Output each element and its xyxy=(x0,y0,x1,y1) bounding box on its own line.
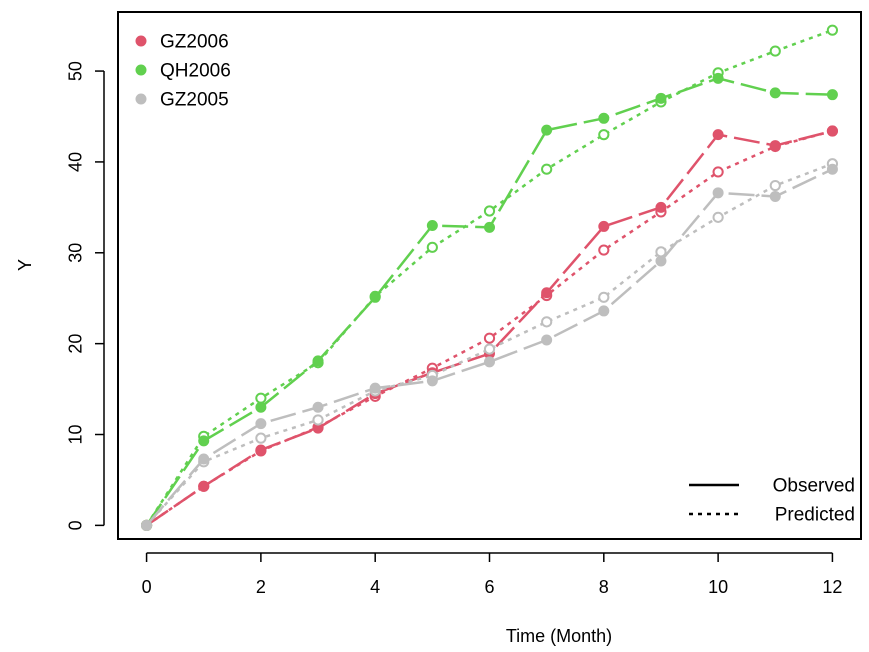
predicted-point-GZ2006 xyxy=(598,244,610,256)
observed-point-GZ2005 xyxy=(826,163,838,175)
observed-point-QH2006 xyxy=(484,221,495,233)
x-tick-label: 8 xyxy=(599,577,609,597)
legend-marker-GZ2006 xyxy=(135,35,147,47)
legend-marker-QH2006 xyxy=(135,64,147,76)
legend-label-GZ2006: GZ2006 xyxy=(160,32,229,53)
observed-point-GZ2005 xyxy=(426,375,438,387)
observed-point-GZ2005 xyxy=(655,255,667,267)
axes: 0 2 4 6 8 10 12 0 10 20 30 40 50 xyxy=(65,61,842,597)
linetype-label-dotted: Predicted xyxy=(775,505,855,526)
observed-point-GZ2006 xyxy=(712,129,724,141)
predicted-point-GZ2006 xyxy=(483,332,496,344)
predicted-point-GZ2005 xyxy=(483,343,496,355)
y-tick-label: 0 xyxy=(65,520,85,530)
predicted-point-QH2006 xyxy=(255,392,267,404)
predicted-point-GZ2005 xyxy=(769,179,781,192)
observed-point-GZ2005 xyxy=(198,453,210,465)
y-tick-label: 30 xyxy=(65,243,85,263)
observed-point-GZ2006 xyxy=(769,140,781,152)
x-tick-label: 10 xyxy=(708,577,728,597)
linetype-legend: Observed Predicted xyxy=(689,476,855,526)
y-tick-label: 40 xyxy=(65,152,85,172)
observed-point-GZ2005 xyxy=(541,334,553,346)
x-tick-label: 2 xyxy=(256,577,266,597)
observed-point-GZ2005 xyxy=(141,519,153,531)
observed-point-GZ2005 xyxy=(255,418,267,430)
legend-label-GZ2005: GZ2005 xyxy=(160,90,229,111)
predicted-point-GZ2005 xyxy=(541,316,553,328)
series-GZ2006 xyxy=(140,125,839,531)
x-tick-label: 4 xyxy=(370,577,380,597)
x-axis-title: Time (Month) xyxy=(506,626,612,646)
observed-point-QH2006 xyxy=(826,89,838,101)
predicted-point-GZ2005 xyxy=(312,414,324,426)
observed-point-QH2006 xyxy=(598,112,610,124)
predicted-point-QH2006 xyxy=(426,241,438,253)
observed-point-GZ2006 xyxy=(255,444,267,456)
observed-point-GZ2006 xyxy=(655,201,667,213)
plot-frame xyxy=(117,11,862,540)
observed-point-GZ2005 xyxy=(312,401,324,413)
predicted-point-QH2006 xyxy=(541,163,553,175)
predicted-point-GZ2005 xyxy=(712,211,724,223)
series-legend: GZ2006 QH2006 GZ2005 xyxy=(135,32,231,111)
observed-point-QH2006 xyxy=(769,87,781,99)
predicted-line-GZ2006 xyxy=(145,129,833,527)
x-tick-label: 0 xyxy=(142,577,152,597)
series-layer xyxy=(140,24,839,531)
observed-point-GZ2005 xyxy=(712,187,724,199)
observed-point-QH2006 xyxy=(198,435,210,447)
observed-point-GZ2005 xyxy=(769,190,781,202)
predicted-point-QH2006 xyxy=(598,129,610,141)
predicted-point-GZ2005 xyxy=(655,246,667,258)
legend-marker-GZ2005 xyxy=(135,93,147,105)
linetype-label-solid: Observed xyxy=(773,476,855,497)
predicted-point-GZ2005 xyxy=(598,291,610,303)
observed-point-QH2006 xyxy=(369,291,381,303)
predicted-point-QH2006 xyxy=(769,45,781,57)
predicted-point-QH2006 xyxy=(826,24,839,36)
observed-line-GZ2006 xyxy=(145,129,833,527)
observed-point-GZ2006 xyxy=(598,220,610,232)
series-QH2006 xyxy=(140,24,839,531)
x-tick-label: 6 xyxy=(484,577,494,597)
observed-point-QH2006 xyxy=(255,401,267,413)
observed-point-QH2006 xyxy=(541,124,553,136)
observed-point-QH2006 xyxy=(312,355,324,367)
predicted-point-GZ2005 xyxy=(255,432,267,444)
observed-point-GZ2005 xyxy=(598,305,610,317)
observed-point-GZ2006 xyxy=(826,125,838,137)
predicted-line-QH2006 xyxy=(145,28,833,527)
predicted-point-QH2006 xyxy=(483,205,496,217)
observed-point-QH2006 xyxy=(426,220,438,232)
y-tick-label: 10 xyxy=(65,424,85,444)
observed-point-QH2006 xyxy=(712,72,724,84)
observed-point-GZ2006 xyxy=(198,480,210,492)
y-tick-label: 20 xyxy=(65,334,85,354)
observed-point-GZ2005 xyxy=(369,382,381,394)
observed-point-GZ2005 xyxy=(484,356,495,368)
predicted-point-GZ2006 xyxy=(712,166,724,178)
observed-point-GZ2006 xyxy=(541,287,553,299)
x-tick-label: 12 xyxy=(822,577,842,597)
legend-label-QH2006: QH2006 xyxy=(160,61,231,82)
y-tick-label: 50 xyxy=(65,61,85,81)
series-GZ2005 xyxy=(140,158,839,531)
y-axis-title: Y xyxy=(15,259,35,271)
observed-point-QH2006 xyxy=(655,92,667,104)
